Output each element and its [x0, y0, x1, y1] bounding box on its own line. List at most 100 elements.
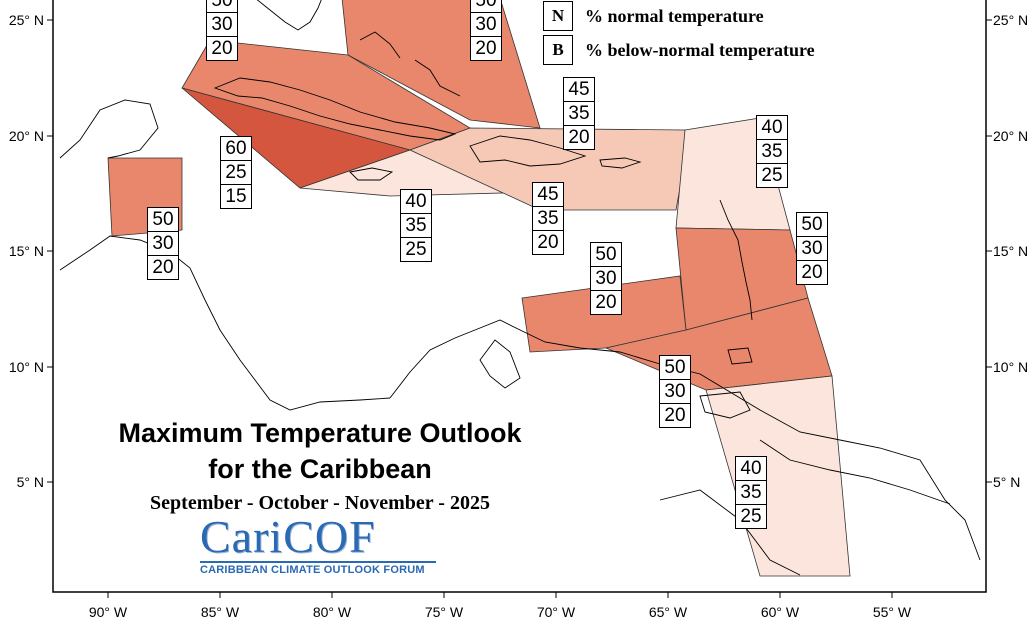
coast-hispaniola	[469, 135, 587, 167]
prob-normal: 35	[757, 139, 787, 163]
coast-cuba	[213, 77, 457, 141]
prob-normal: 30	[207, 12, 237, 36]
lon-ticks	[107, 592, 893, 598]
legend-key-below: B	[543, 35, 573, 65]
lon-label: 90° W	[89, 604, 128, 620]
legend-below: B % below-normal temperature	[543, 35, 815, 65]
prob-box-puerto-rico: 45 35 20	[532, 182, 564, 255]
prob-normal: 35	[533, 206, 563, 230]
map-title-line1: Maximum Temperature Outlook	[118, 418, 522, 448]
prob-normal: 35	[564, 101, 594, 125]
prob-below: 15	[221, 184, 251, 208]
coast-lesser-antilles	[719, 199, 753, 321]
coast-jamaica	[349, 167, 394, 181]
lon-label: 80° W	[313, 604, 352, 620]
lat-label: 20° N	[993, 128, 1028, 144]
prob-below: 25	[757, 163, 787, 187]
prob-box-abc: 50 30 20	[590, 242, 622, 315]
prob-above: 50	[475, 0, 497, 11]
coast-florida	[256, 0, 322, 31]
border-guianas	[759, 439, 951, 505]
prob-below: 20	[471, 36, 501, 60]
legend-text-normal: % normal temperature	[585, 5, 764, 26]
prob-box-bahamas-south: 50 30 20	[470, 0, 502, 61]
coast-orinoco	[699, 391, 751, 419]
lon-labels: 90° W 85° W 80° W 75° W 70° W 65° W 60° …	[89, 604, 912, 620]
logo-rule	[200, 561, 436, 563]
lat-label: 20° N	[9, 128, 44, 144]
prob-above: 50	[211, 0, 233, 11]
lat-labels-left: 25° N 20° N 15° N 10° N 5° N	[9, 12, 44, 490]
logo-tagline: CARIBBEAN CLIMATE OUTLOOK FORUM	[200, 564, 425, 576]
prob-above: 50	[801, 214, 823, 235]
prob-box-trinidad: 50 30 20	[659, 355, 691, 428]
lat-label: 25° N	[9, 12, 44, 28]
prob-box-hispaniola: 45 35 20	[563, 77, 595, 150]
prob-normal: 35	[736, 480, 766, 504]
prob-above: 45	[568, 79, 590, 100]
prob-below: 20	[533, 230, 563, 254]
lon-label: 55° W	[873, 604, 912, 620]
coast-yucatan	[59, 99, 159, 159]
prob-above: 60	[225, 138, 247, 159]
prob-normal: 30	[591, 266, 621, 290]
prob-normal: 25	[221, 160, 251, 184]
prob-box-cayman: 60 25 15	[220, 136, 252, 209]
prob-normal: 30	[797, 236, 827, 260]
lat-label: 5° N	[993, 474, 1020, 490]
lon-label: 70° W	[537, 604, 576, 620]
lat-label: 10° N	[9, 359, 44, 375]
prob-above: 50	[664, 357, 686, 378]
prob-box-windwards: 50 30 20	[796, 212, 828, 285]
coast-puerto-rico	[599, 157, 642, 169]
coast-central-america	[59, 235, 391, 411]
lat-label: 25° N	[993, 12, 1028, 28]
lon-label: 60° W	[761, 604, 800, 620]
outlook-regions	[107, 0, 851, 577]
lat-label: 15° N	[993, 243, 1028, 259]
lat-label: 10° N	[993, 359, 1028, 375]
prob-below: 20	[660, 403, 690, 427]
map-period: September - October - November - 2025	[150, 492, 490, 514]
prob-normal: 30	[148, 231, 178, 255]
prob-box-jamaica: 40 35 25	[400, 189, 432, 262]
lat-ticks	[47, 19, 992, 483]
coast-trinidad	[727, 347, 753, 365]
prob-box-leewards: 40 35 25	[756, 115, 788, 188]
prob-above: 40	[405, 191, 427, 212]
prob-above: 40	[740, 458, 762, 479]
legend-normal: N % normal temperature	[543, 1, 764, 31]
coast-bahamas-1	[359, 31, 401, 59]
prob-below: 20	[564, 125, 594, 149]
lon-label: 85° W	[201, 604, 240, 620]
lat-label: 5° N	[17, 474, 44, 490]
coast-maracaibo	[479, 339, 521, 389]
prob-below: 20	[797, 260, 827, 284]
legend-text-below: % below-normal temperature	[585, 39, 815, 60]
prob-normal: 35	[401, 213, 431, 237]
map-title-line2: for the Caribbean	[208, 454, 432, 484]
prob-below: 25	[736, 504, 766, 528]
prob-normal: 30	[660, 379, 690, 403]
legend-key-normal: N	[543, 1, 573, 31]
lon-label: 65° W	[649, 604, 688, 620]
prob-above: 50	[152, 209, 174, 230]
prob-below: 20	[207, 36, 237, 60]
prob-box-guianas: 40 35 25	[735, 456, 767, 529]
prob-above: 40	[761, 117, 783, 138]
coast-bahamas-2	[414, 59, 461, 97]
prob-normal: 30	[471, 12, 501, 36]
lon-label: 75° W	[425, 604, 464, 620]
prob-below: 20	[591, 290, 621, 314]
lat-label: 15° N	[9, 243, 44, 259]
prob-box-bahamas-north: 50 30 20	[206, 0, 238, 61]
prob-below: 25	[401, 237, 431, 261]
prob-below: 20	[148, 255, 178, 279]
prob-above: 45	[537, 184, 559, 205]
prob-above: 50	[595, 244, 617, 265]
lat-labels-right: 25° N 20° N 15° N 10° N 5° N	[993, 12, 1028, 490]
logo-wordmark: CariCOF	[200, 511, 376, 562]
prob-box-belize: 50 30 20	[147, 207, 179, 280]
caricof-logo: CariCOF CARIBBEAN CLIMATE OUTLOOK FORUM	[200, 514, 436, 576]
